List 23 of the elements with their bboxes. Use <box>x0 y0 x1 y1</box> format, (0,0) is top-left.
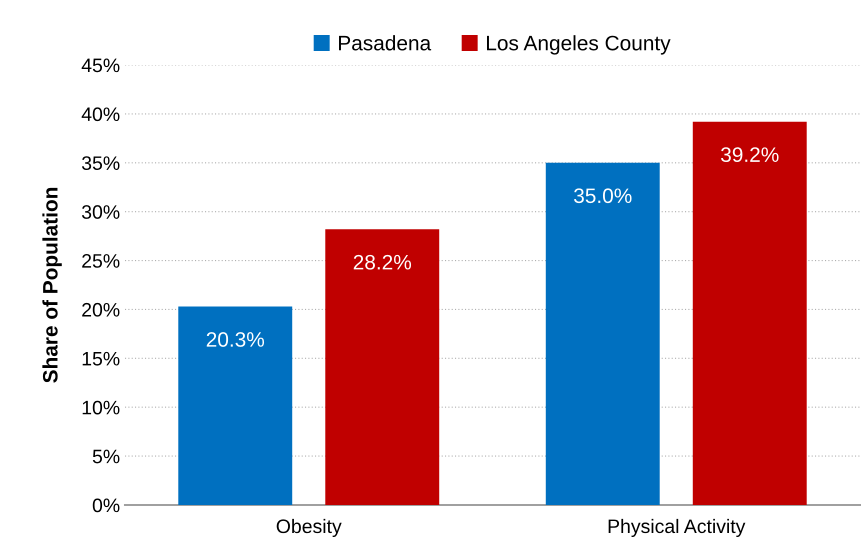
y-axis-title: Share of Population <box>42 188 62 383</box>
y-tick-label: 10% <box>82 400 120 414</box>
x-tick-label: Physical Activity <box>608 518 746 538</box>
y-tick-label: 40% <box>82 107 120 122</box>
bar <box>325 229 440 505</box>
bar <box>178 306 292 505</box>
bar <box>546 162 660 505</box>
data-label: 28.2% <box>354 254 412 270</box>
y-tick-label: 15% <box>82 352 120 366</box>
legend-label: Los Angeles County <box>487 35 671 55</box>
data-label: 35.0% <box>574 188 632 204</box>
data-label: 39.2% <box>721 147 779 162</box>
y-tick-label: 35% <box>82 156 120 170</box>
legend-label: Pasadena <box>339 35 432 50</box>
y-tick-label: 5% <box>92 450 120 464</box>
x-tick-label: Obesity <box>276 518 342 538</box>
data-label: 20.3% <box>206 332 264 347</box>
y-tick-label: 30% <box>82 205 120 219</box>
y-tick-label: 0% <box>92 498 120 512</box>
y-tick-label: 45% <box>82 58 120 72</box>
y-tick-label: 25% <box>82 254 120 268</box>
y-tick-label: 20% <box>82 302 120 317</box>
bar <box>692 122 807 505</box>
